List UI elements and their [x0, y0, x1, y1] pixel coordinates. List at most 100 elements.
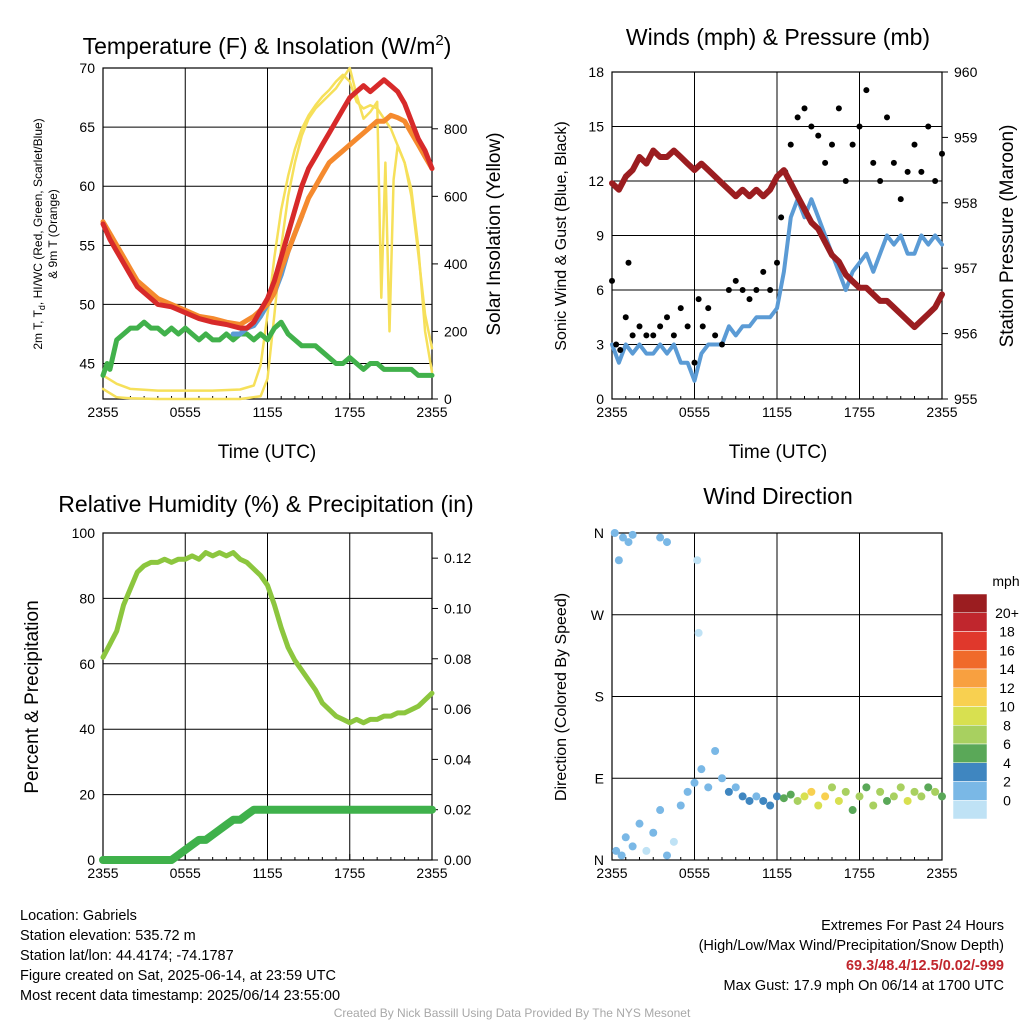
gust-point	[815, 132, 822, 139]
y-right-tick-label-3: 0.02	[444, 802, 471, 818]
temp-y-axis-label: 2m T, Td, HI/WC (Red, Green, Scarlet/Blu…	[31, 118, 47, 349]
legend-label: 20+	[995, 605, 1019, 621]
gust-point	[842, 178, 849, 184]
y-right-tick-label-3: 0.08	[444, 651, 471, 667]
legend-swatch	[952, 706, 988, 726]
max-gust-text: Max Gust: 17.9 mph On 06/14 at 1700 UTC	[723, 978, 1004, 994]
gust-point	[794, 114, 801, 121]
gust-point	[801, 105, 808, 112]
legend-label: 2	[1003, 774, 1011, 790]
y-right-tick-label-1: 600	[444, 188, 468, 204]
gust-point	[613, 341, 620, 348]
y-right-tick-label-3: 0.10	[444, 600, 471, 616]
wind-dir-point	[724, 787, 733, 796]
wind-series-line-2	[609, 147, 945, 331]
wind-dir-chart-title: Wind Direction	[703, 483, 853, 509]
x-tick-label-4: 0555	[679, 865, 710, 881]
wind-dir-point	[931, 787, 940, 796]
gust-point	[897, 196, 904, 203]
y-right-tick-label-2: 959	[954, 129, 978, 145]
wind-dir-point	[718, 774, 726, 783]
legend-swatch	[952, 650, 988, 670]
wind-dir-point	[690, 778, 699, 787]
x-tick-label-2: 2355	[596, 404, 627, 420]
y-tick-label-1: 55	[79, 237, 95, 253]
legend-label: 18	[999, 624, 1015, 640]
plot-frame-4	[611, 532, 943, 861]
x-tick-label-2: 1155	[762, 404, 792, 420]
wind-dir-point	[793, 796, 802, 805]
wind-dir-point	[766, 801, 775, 810]
wind-dir-point	[807, 787, 816, 796]
wind-dir-point	[669, 837, 678, 846]
x-tick-label-3: 0555	[170, 865, 201, 881]
y-tick-label-1: 60	[79, 178, 95, 194]
legend-label: 12	[999, 680, 1015, 696]
wind-dir-point	[903, 796, 912, 805]
wind-dir-point	[731, 783, 740, 792]
legend-swatch	[952, 612, 988, 632]
wind-dir-point	[800, 792, 809, 801]
wind-dir-point	[745, 796, 754, 805]
gust-point	[904, 168, 911, 175]
credit-text: Created By Nick Bassill Using Data Provi…	[333, 1006, 691, 1020]
extremes-values: 69.3/48.4/12.5/0.02/-999	[845, 958, 1004, 974]
wind-dir-point	[828, 783, 836, 792]
y-tick-label-2: 9	[596, 228, 604, 244]
wind-y-axis-right-label: Station Pressure (Maroon)	[997, 125, 1018, 348]
wind-dir-point	[676, 801, 685, 810]
temp-series-line-1	[101, 73, 434, 392]
gust-point	[911, 141, 918, 148]
wind-dir-point	[924, 783, 933, 792]
legend-label: 4	[1003, 755, 1011, 771]
legend-swatch	[952, 725, 988, 745]
wind-dir-point	[619, 533, 627, 542]
legend-swatch	[952, 762, 988, 782]
gust-point	[712, 332, 719, 339]
y-right-tick-label-1: 200	[444, 323, 468, 339]
gust-point	[705, 305, 712, 312]
y-right-tick-label-3: 0.06	[444, 701, 471, 717]
temp-series-line-4	[100, 112, 435, 327]
gust-point	[622, 314, 629, 321]
wind-dir-point	[883, 796, 891, 805]
legend-label: 8	[1003, 717, 1011, 733]
gust-point	[890, 159, 897, 166]
y-right-tick-label-1: 0	[444, 391, 452, 407]
y-right-tick-label-2: 960	[954, 64, 978, 80]
created-text: Figure created on Sat, 2025-06-14, at 23…	[20, 968, 336, 984]
y-right-tick-label-2: 958	[954, 195, 978, 211]
legend-swatch	[952, 781, 988, 801]
gust-point	[609, 277, 615, 284]
wind-dir-point	[683, 787, 692, 796]
wind-x-axis-label: Time (UTC)	[729, 442, 828, 463]
gust-point	[664, 314, 670, 321]
wind-dir-y-axis-label: Direction (Colored By Speed)	[553, 593, 570, 801]
wind-y-axis-label: Sonic Wind & Gust (Blue, Black)	[553, 121, 570, 350]
gust-point	[778, 214, 785, 221]
y-tick-label-2: 12	[588, 173, 604, 189]
wind-dir-point	[738, 792, 747, 801]
wind-dir-point	[821, 792, 830, 801]
gust-point	[787, 141, 794, 148]
wind-dir-point	[663, 538, 671, 547]
elevation-text: Station elevation: 535.72 m	[20, 928, 196, 944]
y-tick-label-4: S	[595, 689, 604, 705]
y-tick-label-4: N	[594, 525, 604, 541]
wind-dir-point	[624, 538, 633, 547]
wind-dir-point	[910, 787, 919, 796]
x-tick-label-2: 1755	[844, 404, 875, 420]
gust-point	[657, 323, 664, 330]
wind-dir-point	[614, 556, 623, 565]
wind-dir-point	[635, 819, 644, 828]
gust-point	[753, 287, 760, 293]
wind-chart-title: Winds (mph) & Pressure (mb)	[626, 24, 930, 50]
wind-dir-point	[693, 556, 702, 565]
gust-point	[719, 341, 725, 348]
gust-point	[856, 123, 863, 130]
gust-point	[774, 259, 780, 266]
latlon-text: Station lat/lon: 44.4174; -74.1787	[20, 948, 234, 964]
gust-point	[877, 178, 884, 184]
legend-swatch	[952, 687, 988, 707]
wind-dir-point	[704, 783, 713, 792]
